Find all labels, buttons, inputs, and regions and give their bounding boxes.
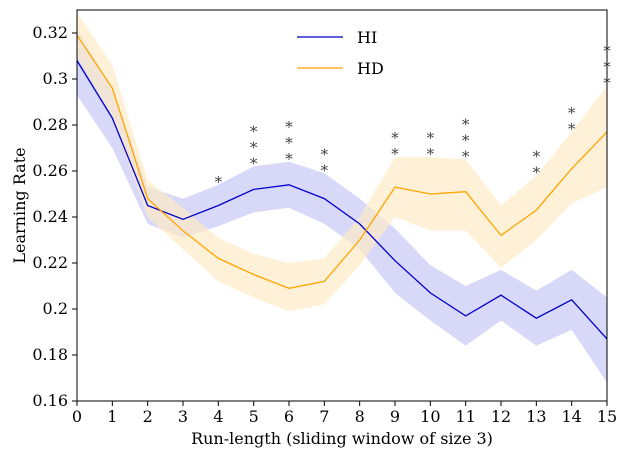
band-hd bbox=[77, 12, 607, 312]
x-tick-label: 9 bbox=[390, 407, 400, 426]
series-line-hd bbox=[76, 34, 608, 289]
x-tick-label: 4 bbox=[213, 407, 223, 426]
significance-star: * bbox=[285, 150, 293, 168]
significance-star: * bbox=[427, 145, 435, 163]
x-tick-label: 11 bbox=[455, 407, 475, 426]
y-tick-label: 0.18 bbox=[32, 345, 68, 364]
significance-star: * bbox=[250, 122, 258, 140]
significance-star: * bbox=[215, 173, 223, 191]
y-tick-label: 0.2 bbox=[43, 299, 68, 318]
significance-star: * bbox=[533, 148, 541, 166]
significance-star: * bbox=[250, 154, 258, 172]
significance-star: * bbox=[285, 134, 293, 152]
significance-star: * bbox=[321, 161, 329, 179]
x-tick-label: 2 bbox=[143, 407, 153, 426]
significance-star: * bbox=[462, 116, 470, 134]
x-tick-label: 5 bbox=[249, 407, 259, 426]
y-tick-label: 0.32 bbox=[32, 23, 68, 42]
x-tick-label: 12 bbox=[491, 407, 511, 426]
x-axis-ticks: 0 1 2 3 4 5 6 7 8 9 10 11 12 13 14 15 bbox=[72, 401, 617, 426]
x-axis-label: Run-length (sliding window of size 3) bbox=[191, 429, 493, 448]
confidence-bands bbox=[77, 12, 607, 383]
x-tick-label: 6 bbox=[284, 407, 294, 426]
y-tick-label: 0.16 bbox=[32, 391, 68, 410]
legend: HI HD bbox=[297, 28, 384, 78]
significance-star: * bbox=[568, 120, 576, 138]
significance-star: * bbox=[462, 148, 470, 166]
x-tick-label: 0 bbox=[72, 407, 82, 426]
significance-star: * bbox=[321, 145, 329, 163]
y-tick-label: 0.26 bbox=[32, 161, 68, 180]
significance-star: * bbox=[250, 138, 258, 156]
significance-star: * bbox=[427, 129, 435, 147]
significance-star: * bbox=[533, 164, 541, 182]
x-tick-label: 3 bbox=[178, 407, 188, 426]
significance-star: * bbox=[462, 132, 470, 150]
x-tick-label: 10 bbox=[420, 407, 440, 426]
significance-star: * bbox=[391, 145, 399, 163]
plot-frame bbox=[76, 9, 608, 402]
x-tick-label: 8 bbox=[355, 407, 365, 426]
x-tick-label: 14 bbox=[561, 407, 581, 426]
significance-star: * bbox=[568, 104, 576, 122]
significance-star: * bbox=[285, 118, 293, 136]
legend-label-hd: HD bbox=[357, 59, 384, 78]
y-axis-ticks: 0.16 0.18 0.2 0.22 0.24 0.26 0.28 0.3 0.32 bbox=[32, 23, 77, 410]
y-tick-label: 0.28 bbox=[32, 115, 68, 134]
y-axis-label: Learning Rate bbox=[10, 147, 29, 263]
significance-star: * bbox=[391, 129, 399, 147]
series-lines bbox=[76, 34, 608, 340]
y-tick-label: 0.22 bbox=[32, 253, 68, 272]
x-tick-label: 13 bbox=[526, 407, 546, 426]
x-tick-label: 15 bbox=[597, 407, 617, 426]
y-tick-label: 0.3 bbox=[43, 69, 68, 88]
band-hi bbox=[77, 28, 607, 383]
series-line-hi bbox=[76, 60, 608, 340]
y-tick-label: 0.24 bbox=[32, 207, 68, 226]
x-tick-label: 1 bbox=[107, 407, 117, 426]
legend-label-hi: HI bbox=[357, 28, 377, 47]
x-tick-label: 7 bbox=[319, 407, 329, 426]
